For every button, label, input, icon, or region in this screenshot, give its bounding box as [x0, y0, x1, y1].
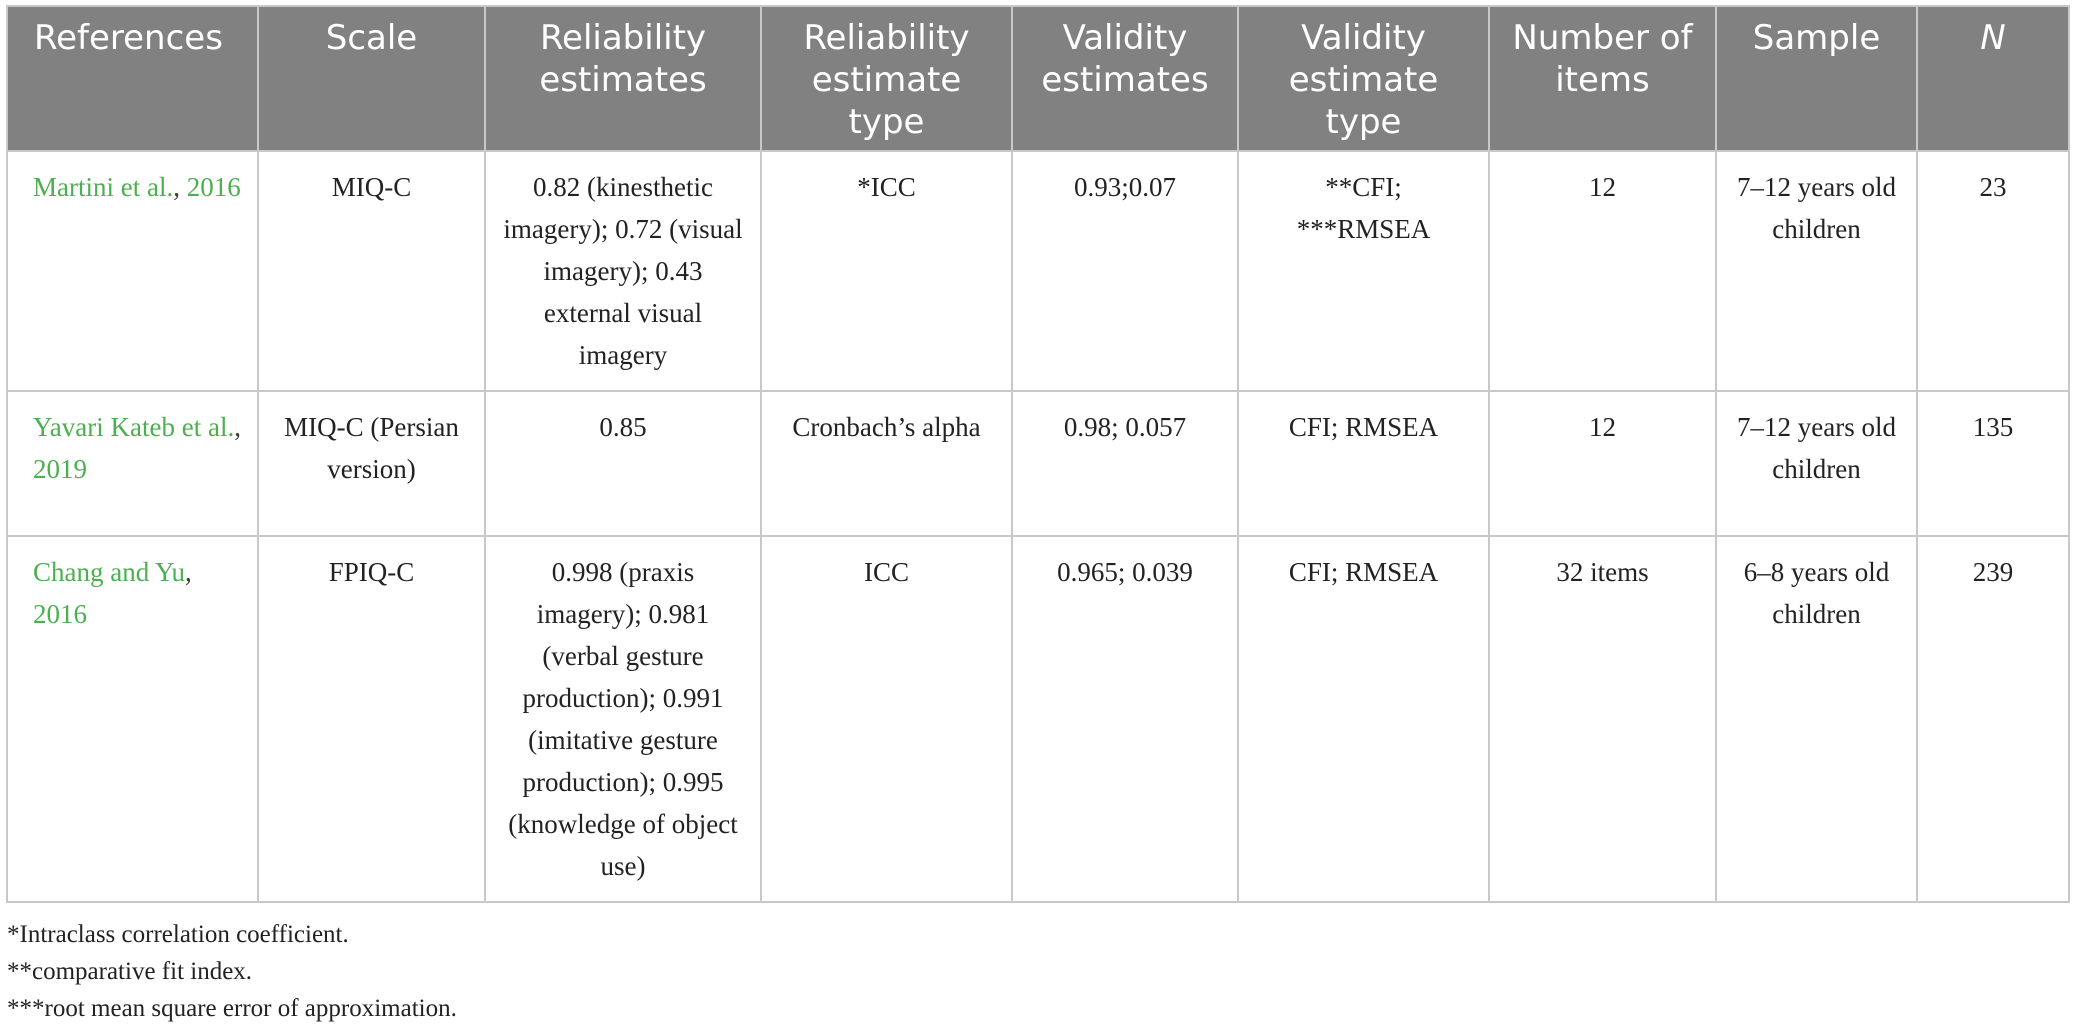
reference-cell: Yavari Kateb et al., 2019 — [6, 390, 259, 537]
citation-year-link[interactable]: 2019 — [33, 454, 87, 484]
citation-separator: , — [234, 412, 241, 442]
validity-estimates-cell: 0.965; 0.039 — [1011, 535, 1239, 903]
footnote-rmsea: ***root mean square error of approximati… — [7, 995, 457, 1022]
table-row: Yavari Kateb et al., 2019 MIQ-C (Persian… — [6, 390, 2070, 537]
citation-year-link[interactable]: 2016 — [33, 599, 87, 629]
citation-separator: , — [184, 557, 192, 587]
header-row: References Scale Reliability estimates R… — [6, 5, 2070, 152]
validity-type-line: **CFI; — [1325, 172, 1402, 202]
validity-type-line: CFI; RMSEA — [1288, 557, 1439, 587]
table-row: Chang and Yu, 2016 FPIQ-C 0.998 (praxis … — [6, 535, 2070, 903]
validity-type-cell: **CFI; ***RMSEA — [1237, 150, 1490, 392]
reference-cell: Chang and Yu, 2016 — [6, 535, 259, 903]
validity-estimates-cell: 0.93;0.07 — [1011, 150, 1239, 392]
scale-cell: MIQ-C — [257, 150, 486, 392]
table-container: References Scale Reliability estimates R… — [6, 5, 2070, 1027]
n-cell: 239 — [1916, 535, 2070, 903]
header-reliability-estimates: Reliability estimates — [484, 5, 762, 152]
validity-type-cell: CFI; RMSEA — [1237, 390, 1490, 537]
validity-type-line: CFI; RMSEA — [1288, 412, 1439, 442]
sample-cell: 7–12 years old children — [1715, 390, 1918, 537]
reliability-type-cell: Cronbach’s alpha — [760, 390, 1013, 537]
footnotes: *Intraclass correlation coefficient. **c… — [6, 916, 2068, 1027]
reliability-estimates-cell: 0.82 (kinesthetic imagery); 0.72 (visual… — [484, 150, 762, 392]
n-cell: 23 — [1916, 150, 2070, 392]
header-scale: Scale — [257, 5, 486, 152]
header-n: N — [1916, 5, 2070, 152]
validity-type-cell: CFI; RMSEA — [1237, 535, 1490, 903]
reliability-estimates-cell: 0.85 — [484, 390, 762, 537]
scale-cell: FPIQ-C — [257, 535, 486, 903]
header-sample: Sample — [1715, 5, 1918, 152]
citation-link[interactable]: Chang and Yu — [33, 557, 185, 587]
reliability-type-cell: *ICC — [760, 150, 1013, 392]
reliability-estimates-cell: 0.998 (praxis imagery); 0.981 (verbal ge… — [484, 535, 762, 903]
citation-separator: , — [173, 172, 187, 202]
n-cell: 135 — [1916, 390, 2070, 537]
validity-estimates-cell: 0.98; 0.057 — [1011, 390, 1239, 537]
reliability-type-cell: ICC — [760, 535, 1013, 903]
psychometrics-table: References Scale Reliability estimates R… — [6, 5, 2070, 903]
table-row: Martini et al., 2016 MIQ-C 0.82 (kinesth… — [6, 150, 2070, 392]
items-cell: 12 — [1488, 150, 1717, 392]
header-reliability-estimate-type: Reliability estimate type — [760, 5, 1013, 152]
footnote-icc: *Intraclass correlation coefficient. — [7, 921, 349, 948]
header-references: References — [6, 5, 259, 152]
sample-cell: 6–8 years old children — [1715, 535, 1918, 903]
citation-link[interactable]: Martini et al. — [33, 172, 174, 202]
citation-link[interactable]: Yavari Kateb et al. — [33, 412, 235, 442]
items-cell: 32 items — [1488, 535, 1717, 903]
reference-cell: Martini et al., 2016 — [6, 150, 259, 392]
scale-cell: MIQ-C (Persian version) — [257, 390, 486, 537]
header-validity-estimate-type: Validity estimate type — [1237, 5, 1490, 152]
items-cell: 12 — [1488, 390, 1717, 537]
footnote-cfi: **comparative fit index. — [7, 958, 253, 985]
validity-type-line: ***RMSEA — [1296, 214, 1431, 244]
header-number-of-items: Number of items — [1488, 5, 1717, 152]
sample-cell: 7–12 years old children — [1715, 150, 1918, 392]
citation-year-link[interactable]: 2016 — [186, 172, 241, 202]
header-validity-estimates: Validity estimates — [1011, 5, 1239, 152]
